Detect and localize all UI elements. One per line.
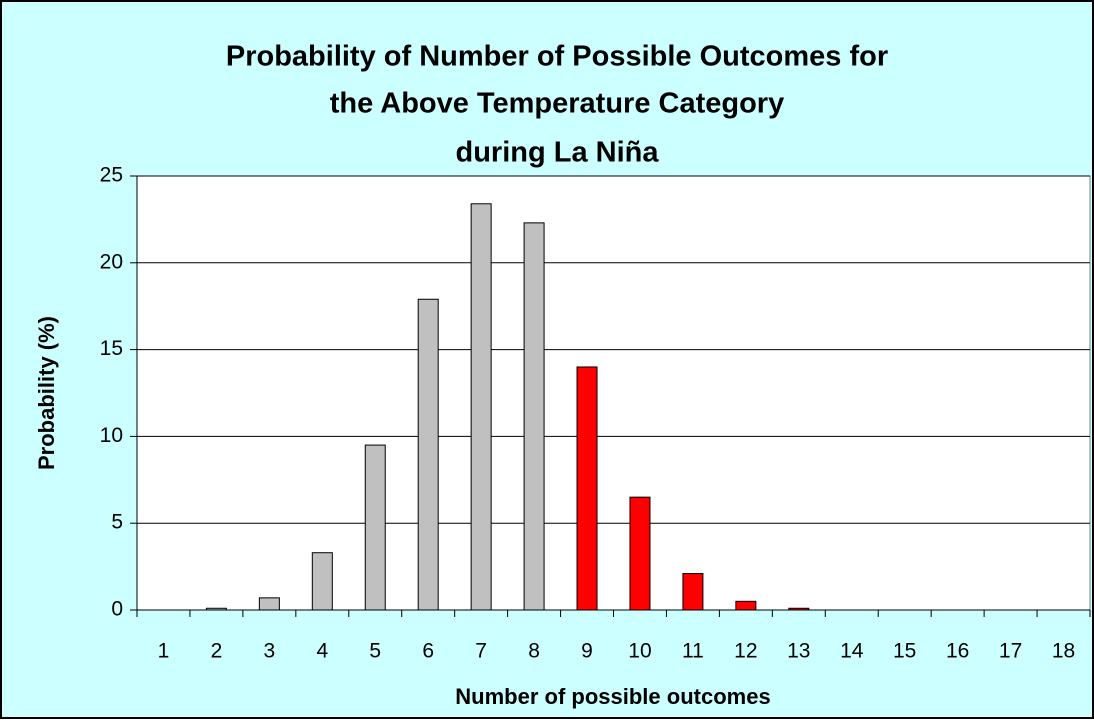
bar [682, 573, 704, 611]
bar [364, 444, 386, 611]
bar [470, 203, 492, 611]
x-tick-label: 10 [628, 640, 651, 663]
x-tick-label: 11 [682, 640, 704, 663]
bar [788, 607, 810, 611]
x-tick-label: 2 [211, 640, 223, 663]
bar [629, 496, 651, 611]
x-tick-label: 12 [734, 640, 757, 663]
x-tick-label: 6 [422, 640, 434, 663]
bar [205, 607, 227, 611]
x-tick-label: 7 [475, 640, 487, 663]
x-axis-label: Number of possible outcomes [455, 684, 770, 709]
x-tick-label: 3 [264, 640, 276, 663]
y-tick-label: 10 [100, 424, 123, 447]
x-tick-label: 16 [946, 640, 969, 663]
x-tick-label: 14 [840, 640, 864, 663]
chart-title: the Above Temperature Category [330, 88, 784, 120]
chart-title: during La Niña [456, 137, 660, 169]
y-tick-label: 0 [111, 598, 123, 621]
y-axis-label: Probability (%) [34, 316, 59, 470]
bar [735, 600, 757, 611]
plot-area [136, 175, 1091, 611]
x-tick-label: 4 [316, 640, 328, 663]
y-tick-label: 5 [111, 511, 123, 534]
y-tick-label: 20 [100, 250, 123, 273]
x-tick-label: 13 [787, 640, 810, 663]
bar [311, 552, 333, 611]
y-tick-label: 25 [100, 164, 123, 187]
chart-title: Probability of Number of Possible Outcom… [226, 41, 888, 73]
x-tick-label: 9 [581, 640, 593, 663]
bar [523, 222, 545, 611]
x-tick-label: 5 [369, 640, 381, 663]
x-tick-label: 1 [158, 640, 170, 663]
x-tick-label: 18 [1052, 640, 1075, 663]
bar [576, 366, 598, 611]
x-tick-label: 15 [893, 640, 916, 663]
y-tick-label: 15 [100, 337, 123, 360]
x-tick-label: 17 [999, 640, 1022, 663]
bar [417, 298, 439, 611]
bar [258, 597, 280, 611]
x-tick-label: 8 [528, 640, 540, 663]
